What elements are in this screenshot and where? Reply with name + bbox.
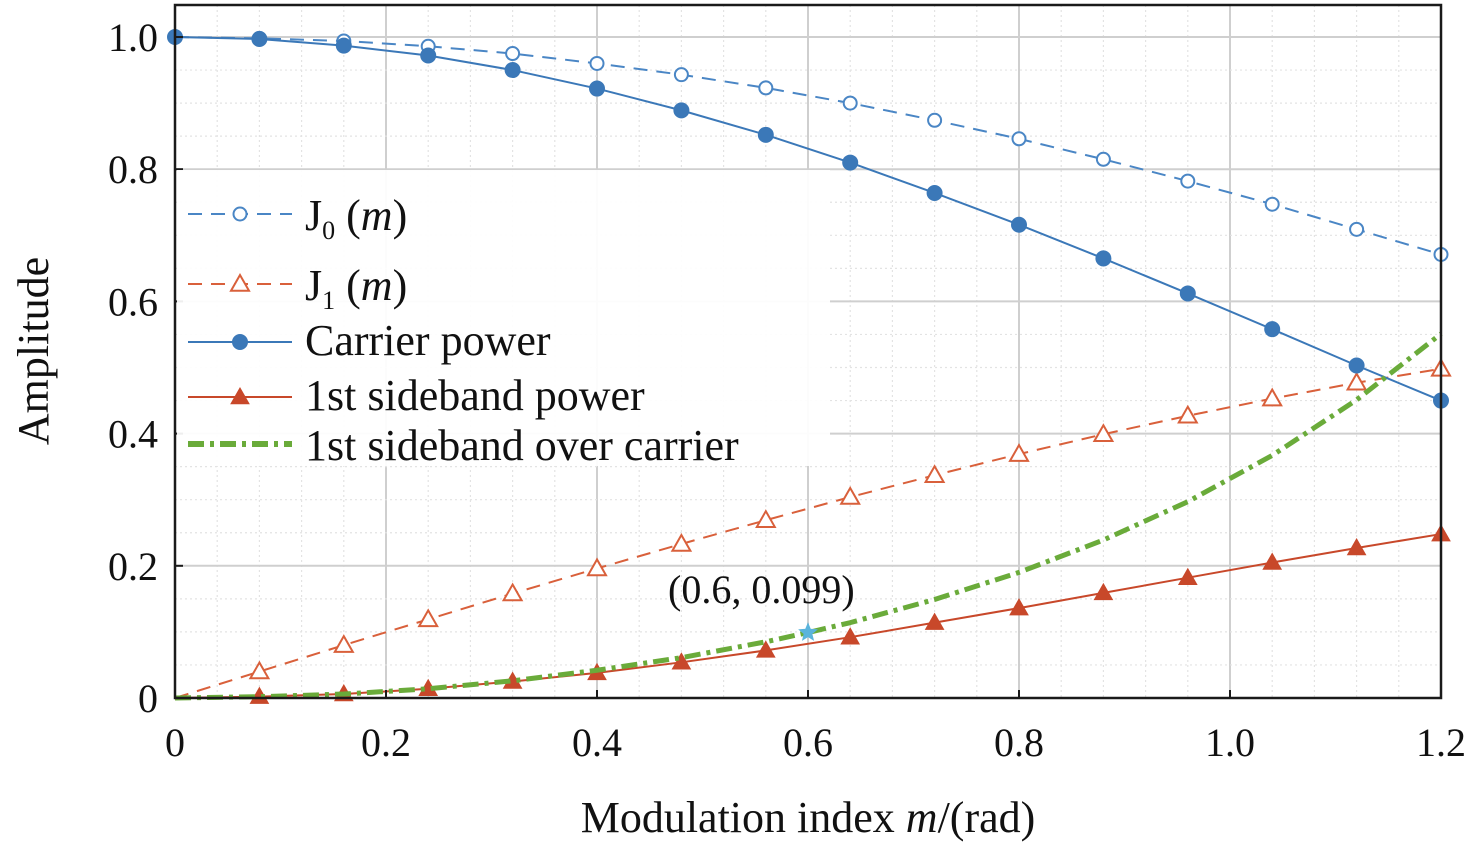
legend: J0 (m) J1 (m) Carrier power 1st sideband… <box>177 170 830 470</box>
data-point <box>923 464 946 483</box>
y-tick-label: 0.6 <box>108 279 158 324</box>
x-tick-label: 0.6 <box>783 720 833 765</box>
series-line <box>174 367 1442 699</box>
y-tick-label: 1.0 <box>108 15 158 60</box>
x-tick-label: 0.8 <box>994 720 1044 765</box>
data-point <box>927 112 943 128</box>
series-1st-sideband-over-carrier <box>174 331 1443 701</box>
data-point <box>1348 357 1365 374</box>
data-point <box>589 80 605 97</box>
data-point <box>926 184 943 201</box>
x-tick-label: 1.2 <box>1416 720 1466 765</box>
y-tick-label: 0.2 <box>108 544 158 589</box>
data-point <box>670 532 693 552</box>
data-point <box>1262 552 1283 570</box>
data-point <box>1346 537 1367 556</box>
legend-background <box>177 170 830 466</box>
series-line <box>174 36 1442 256</box>
legend-markers <box>188 206 292 447</box>
y-tick-label: 0.4 <box>108 412 158 457</box>
data-point <box>755 640 776 658</box>
data-point <box>673 67 689 83</box>
data-point <box>1011 131 1027 147</box>
x-tick-label: 0 <box>165 720 185 765</box>
data-point <box>1177 567 1198 585</box>
data-point <box>505 46 521 62</box>
x-tick-label: 0.4 <box>572 720 622 765</box>
data-point <box>757 126 774 143</box>
data-point <box>1092 423 1115 443</box>
data-point <box>842 95 858 111</box>
data-point <box>1008 443 1030 462</box>
data-point <box>333 634 355 653</box>
data-point <box>1009 598 1029 616</box>
data-point <box>671 652 692 670</box>
data-point <box>924 612 945 630</box>
data-point <box>248 660 271 680</box>
series-1st-sideband-power <box>174 524 1451 704</box>
legend-label-j1: J1 (m) <box>305 261 407 315</box>
data-point <box>1093 582 1114 601</box>
data-point <box>1095 151 1111 167</box>
y-axis-title: Amplitude <box>9 257 58 445</box>
data-point <box>417 608 439 628</box>
data-point <box>1264 196 1280 212</box>
legend-label-sideband-over-carrier: 1st sideband over carrier <box>305 421 739 470</box>
data-point <box>1261 387 1283 407</box>
legend-label-j0: J0 (m) <box>305 191 407 245</box>
data-point <box>589 55 605 71</box>
annotation: (0.6, 0.099) <box>668 567 855 641</box>
data-point <box>251 30 268 47</box>
data-point <box>504 62 521 79</box>
data-point <box>840 627 861 645</box>
data-point <box>1345 371 1368 391</box>
series-j1-m- <box>174 357 1452 699</box>
x-axis-title: Modulation index m/(rad) <box>581 793 1036 842</box>
data-point <box>1264 321 1281 338</box>
data-point <box>420 47 437 64</box>
data-point <box>501 582 524 602</box>
legend-label-carrier-power: Carrier power <box>305 316 551 365</box>
data-point <box>1011 216 1027 233</box>
data-point <box>758 80 774 96</box>
y-tick-label: 0.8 <box>108 147 158 192</box>
data-point <box>586 557 608 577</box>
ticks: 0 0.2 0.4 0.6 0.8 1.0 1.2 0 0.2 0.4 0.6 0.8 1.0 <box>108 15 1466 765</box>
x-tick-label: 0.2 <box>361 720 411 765</box>
data-point <box>1349 221 1365 237</box>
x-tick-label: 1.0 <box>1205 720 1255 765</box>
data-point <box>1177 404 1199 424</box>
data-point <box>335 37 352 54</box>
legend-marker-sample <box>229 272 251 292</box>
legend-marker-sample <box>230 386 250 405</box>
data-point <box>839 486 861 505</box>
legend-marker-sample <box>232 334 248 350</box>
data-point <box>842 154 859 171</box>
data-point <box>673 102 690 119</box>
series-line <box>174 36 1442 402</box>
data-point <box>1180 173 1196 189</box>
data-point <box>1179 285 1196 302</box>
series-line <box>174 331 1443 701</box>
legend-marker-sample <box>232 206 248 222</box>
y-tick-label: 0 <box>138 676 158 721</box>
annotation-star-marker <box>798 622 818 641</box>
data-point <box>1095 250 1112 267</box>
data-point <box>755 509 777 528</box>
legend-label-1st-sideband-power: 1st sideband power <box>305 371 645 420</box>
annotation-label: (0.6, 0.099) <box>668 567 855 612</box>
